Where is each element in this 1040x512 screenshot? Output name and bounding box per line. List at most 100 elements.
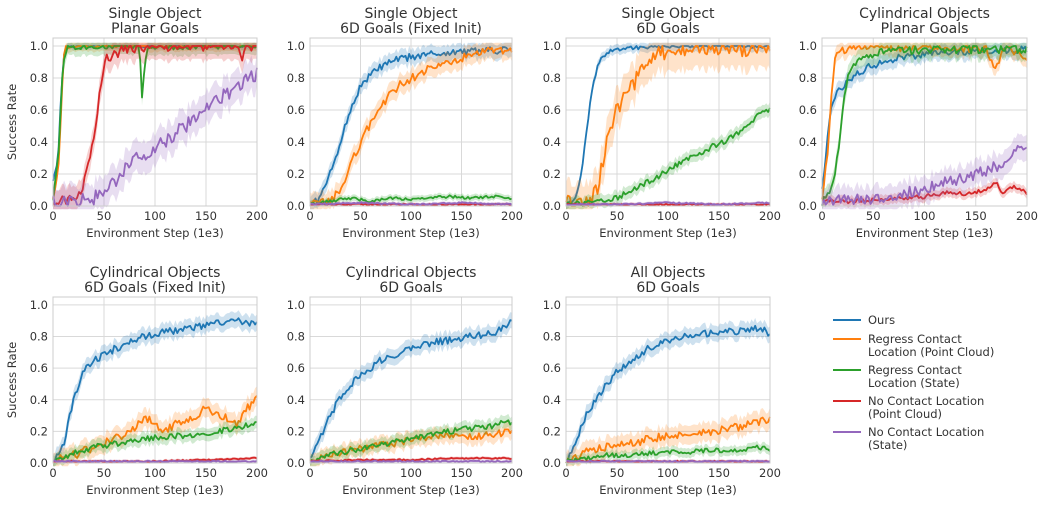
chart-title: Planar Goals <box>881 21 969 37</box>
y-tick-label: 0.0 <box>799 199 817 213</box>
x-tick-label: 200 <box>246 466 268 480</box>
x-tick-label: 50 <box>97 466 112 480</box>
x-tick-label: 100 <box>657 466 679 480</box>
series-line <box>309 428 513 464</box>
series-line <box>565 45 771 207</box>
y-tick-label: 0.6 <box>30 103 48 117</box>
axes-frame <box>565 37 771 207</box>
x-tick-label: 0 <box>306 466 313 480</box>
series-line <box>52 45 257 207</box>
x-tick-label: 50 <box>353 466 368 480</box>
legend-label: No Contact Location <box>868 425 984 439</box>
y-tick-label: 1.0 <box>287 39 305 53</box>
y-tick-label: 0.2 <box>30 424 48 438</box>
axes-frame <box>52 37 258 207</box>
y-tick-label: 0.6 <box>287 361 305 375</box>
chart-title: 6D Goals (Fixed Init) <box>84 280 226 296</box>
series-line <box>821 45 1028 189</box>
y-tick-label: 0.6 <box>799 103 817 117</box>
series-band <box>566 440 770 467</box>
chart-panel: 0 50 100 150 200 0.0 0.2 0.4 0.6 0.8 1.0 Cylindrica… <box>287 265 523 497</box>
y-tick-label: 0.6 <box>30 361 48 375</box>
series-band <box>310 42 512 210</box>
chart-title: 6D Goals (Fixed Init) <box>340 21 482 37</box>
y-tick-label: 0.0 <box>30 199 48 213</box>
y-tick-label: 0.4 <box>543 135 561 149</box>
y-tick-label: 0.4 <box>30 135 48 149</box>
y-tick-label: 0.4 <box>287 135 305 149</box>
series-line <box>309 46 513 207</box>
y-tick-label: 1.0 <box>30 298 48 312</box>
chart-title: 6D Goals <box>636 280 699 296</box>
x-tick-label: 50 <box>353 209 368 223</box>
series-line <box>309 46 513 206</box>
series-band <box>566 42 770 210</box>
x-tick-label: 0 <box>49 466 56 480</box>
x-axis-label: Environment Step (1e3) <box>86 226 224 240</box>
x-tick-label: 200 <box>759 466 781 480</box>
y-tick-label: 0.6 <box>287 103 305 117</box>
series-line <box>565 201 771 206</box>
x-tick-label: 150 <box>451 209 473 223</box>
chart-title: Single Object <box>621 6 715 22</box>
series-line <box>565 416 771 464</box>
series-line <box>821 144 1028 207</box>
series-band <box>566 101 770 210</box>
x-axis-label: Environment Step (1e3) <box>599 226 737 240</box>
y-tick-label: 0.2 <box>799 167 817 181</box>
chart-panel: 0 50 100 150 200 0.0 0.2 0.4 0.6 0.8 1.0 Single Obj… <box>543 6 781 240</box>
axes-frame <box>821 37 1028 207</box>
series-band <box>53 42 257 210</box>
chart-panel: 0 50 100 150 200 0.0 0.2 0.4 0.6 0.8 1.0 Single Obj… <box>287 6 523 240</box>
axes-frame <box>309 296 513 464</box>
x-tick-label: 200 <box>501 466 523 480</box>
chart-panel: 0 50 100 150 200 0.0 0.2 0.4 0.6 0.8 1.0 Single Obj… <box>5 6 268 240</box>
y-tick-label: 0.4 <box>30 393 48 407</box>
y-tick-label: 0.4 <box>543 393 561 407</box>
x-tick-label: 0 <box>49 209 56 223</box>
x-axis-label: Environment Step (1e3) <box>342 226 480 240</box>
chart-panel: 0 50 100 150 200 0.0 0.2 0.4 0.6 0.8 1.0 Cylindrica… <box>799 6 1038 240</box>
x-tick-label: 150 <box>708 466 730 480</box>
series-band <box>53 51 257 210</box>
y-tick-label: 0.8 <box>287 330 305 344</box>
x-tick-label: 150 <box>965 209 987 223</box>
chart-panel: 0 50 100 150 200 0.0 0.2 0.4 0.6 0.8 1.0 All Object… <box>543 265 781 497</box>
axes-frame <box>52 296 258 464</box>
y-tick-label: 0.2 <box>30 167 48 181</box>
x-tick-label: 100 <box>400 209 422 223</box>
y-tick-label: 0.8 <box>30 330 48 344</box>
y-tick-label: 0.2 <box>287 167 305 181</box>
x-tick-label: 200 <box>1016 209 1038 223</box>
y-tick-label: 0.2 <box>543 167 561 181</box>
series-line <box>821 181 1028 205</box>
x-axis-label: Environment Step (1e3) <box>342 483 480 497</box>
y-tick-label: 0.0 <box>287 199 305 213</box>
chart-title: Cylindrical Objects <box>90 265 221 281</box>
x-tick-label: 100 <box>657 209 679 223</box>
y-tick-label: 0.8 <box>543 71 561 85</box>
chart-title: Cylindrical Objects <box>346 265 477 281</box>
x-tick-label: 150 <box>708 209 730 223</box>
y-axis-label: Success Rate <box>5 84 19 160</box>
x-tick-label: 50 <box>610 209 625 223</box>
legend-label: (State) <box>868 438 907 452</box>
series-line <box>565 459 771 464</box>
x-tick-label: 50 <box>97 209 112 223</box>
chart-title: 6D Goals <box>379 280 442 296</box>
y-tick-label: 1.0 <box>30 39 48 53</box>
chart-title: 6D Goals <box>636 21 699 37</box>
legend-label: Location (Point Cloud) <box>868 345 994 359</box>
x-tick-label: 50 <box>866 209 881 223</box>
x-axis-label: Environment Step (1e3) <box>86 483 224 497</box>
y-axis-label: Success Rate <box>5 342 19 418</box>
series-line <box>52 317 258 463</box>
y-tick-label: 0.4 <box>799 135 817 149</box>
series-line <box>52 459 258 464</box>
y-tick-label: 1.0 <box>543 298 561 312</box>
series-line <box>565 444 771 464</box>
x-tick-label: 50 <box>610 466 625 480</box>
